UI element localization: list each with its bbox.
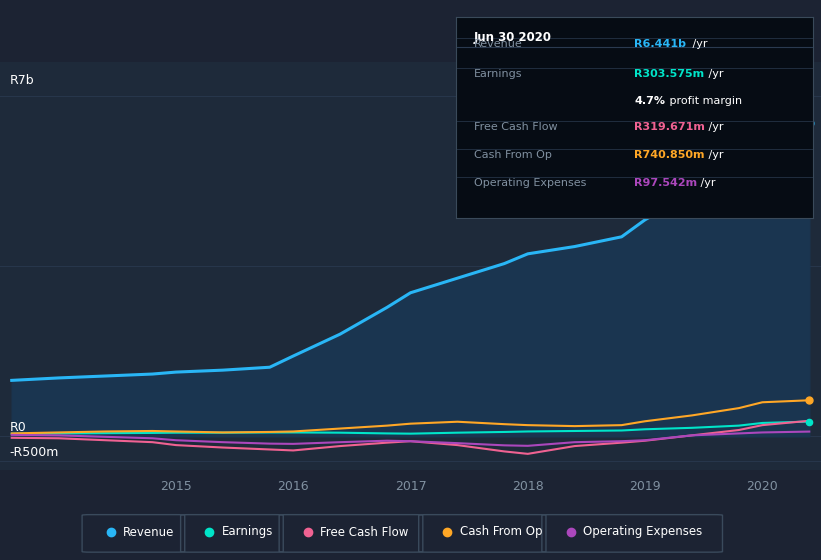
Text: /yr: /yr [705, 122, 723, 132]
Text: Operating Expenses: Operating Expenses [474, 178, 586, 188]
Point [803, 417, 816, 426]
Text: 2018: 2018 [512, 479, 544, 493]
Text: R6.441b: R6.441b [635, 39, 686, 49]
Text: Earnings: Earnings [474, 69, 522, 80]
Text: Revenue: Revenue [123, 525, 175, 539]
Text: 2020: 2020 [746, 479, 778, 493]
Text: R740.850m: R740.850m [635, 150, 704, 160]
Text: /yr: /yr [689, 39, 708, 49]
Text: Free Cash Flow: Free Cash Flow [320, 525, 409, 539]
Text: 2017: 2017 [395, 479, 426, 493]
Point [803, 118, 816, 127]
Text: R7b: R7b [10, 74, 34, 87]
Text: Jun 30 2020: Jun 30 2020 [474, 31, 552, 44]
Text: 2016: 2016 [277, 479, 309, 493]
Text: Cash From Op: Cash From Op [460, 525, 542, 539]
Text: /yr: /yr [705, 150, 723, 160]
Text: -R500m: -R500m [10, 446, 59, 459]
Text: 2015: 2015 [160, 479, 192, 493]
Text: Cash From Op: Cash From Op [474, 150, 552, 160]
Text: Revenue: Revenue [474, 39, 522, 49]
Text: profit margin: profit margin [666, 96, 742, 105]
Text: Earnings: Earnings [222, 525, 273, 539]
Point [803, 396, 816, 405]
Text: Operating Expenses: Operating Expenses [583, 525, 702, 539]
Text: R319.671m: R319.671m [635, 122, 705, 132]
Text: R0: R0 [10, 421, 26, 435]
Text: R97.542m: R97.542m [635, 178, 697, 188]
Text: 2019: 2019 [629, 479, 661, 493]
Text: Free Cash Flow: Free Cash Flow [474, 122, 557, 132]
Text: /yr: /yr [697, 178, 716, 188]
Text: 4.7%: 4.7% [635, 96, 665, 105]
Text: R303.575m: R303.575m [635, 69, 704, 80]
Text: /yr: /yr [705, 69, 723, 80]
